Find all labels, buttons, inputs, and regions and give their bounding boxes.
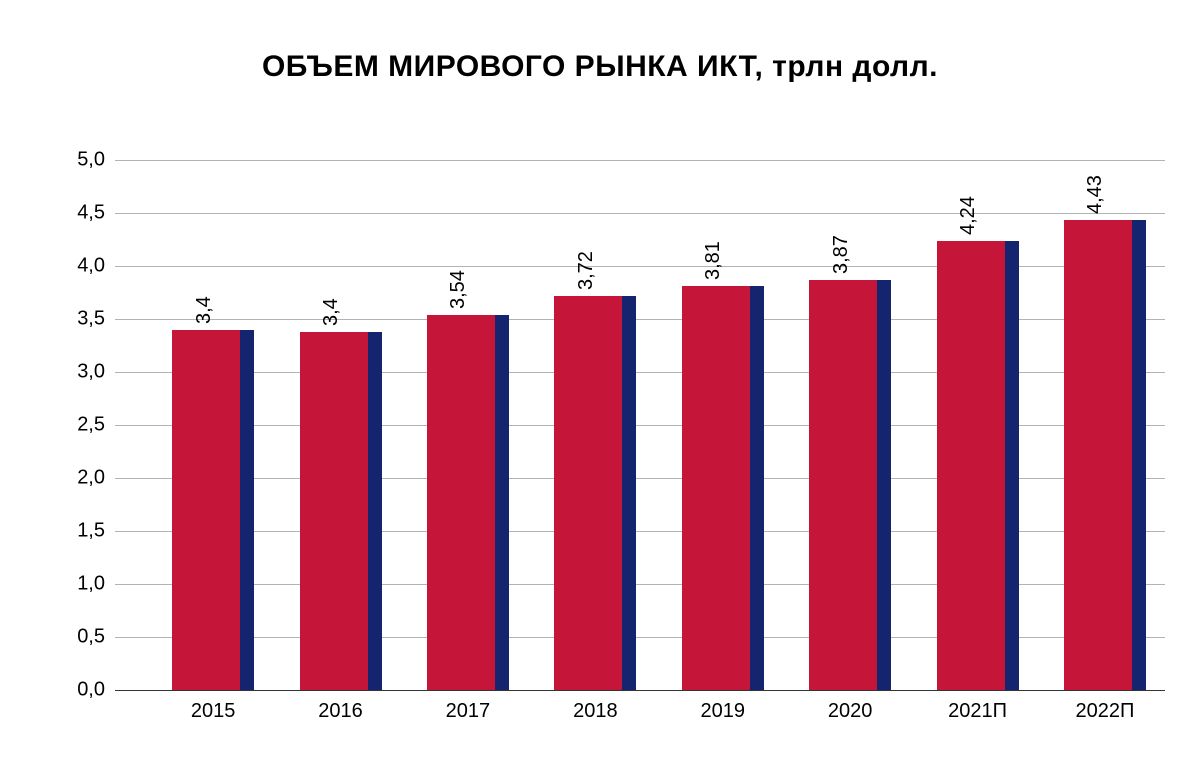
y-tick-label: 1,0 [77,573,105,596]
y-tick-label: 0,0 [77,679,105,702]
bar-value-label: 3,72 [575,251,598,292]
bar: 3,4 [172,330,254,690]
bar: 3,81 [682,286,764,690]
x-tick-label: 2019 [682,700,764,723]
y-tick-label: 5,0 [77,149,105,172]
y-tick-label: 3,0 [77,361,105,384]
y-tick-label: 4,5 [77,202,105,225]
chart-container: ОБЪЕМ МИРОВОГО РЫНКА ИКТ, трлн долл. 0,0… [0,0,1200,770]
y-tick-label: 2,0 [77,467,105,490]
bar-value-label: 3,81 [702,241,725,282]
bar-front [172,330,240,690]
x-tick-label: 2022П [1064,700,1146,723]
bar-front [937,241,1005,690]
bar: 3,72 [554,296,636,690]
bar-front [809,280,877,690]
bar-value-label: 3,4 [320,298,343,328]
x-tick-label: 2015 [172,700,254,723]
x-tick-label: 2020 [809,700,891,723]
bar-front [427,315,495,690]
bar-front [682,286,750,690]
bar-value-label: 4,43 [1084,175,1107,216]
x-tick-label: 2021П [937,700,1019,723]
bar: 3,4 [300,332,382,690]
plot-area: 0,00,51,01,52,02,53,03,54,04,55,03,42015… [115,160,1165,690]
bar: 3,54 [427,315,509,690]
y-tick-label: 4,0 [77,255,105,278]
bar-value-label: 3,4 [193,296,216,326]
y-tick-label: 0,5 [77,626,105,649]
y-tick-label: 2,5 [77,414,105,437]
baseline [115,690,1165,691]
bar: 3,87 [809,280,891,690]
bar-value-label: 4,24 [957,196,980,237]
bar-front [554,296,622,690]
gridline [115,213,1165,214]
x-tick-label: 2018 [554,700,636,723]
x-tick-label: 2017 [427,700,509,723]
bar-value-label: 3,54 [447,270,470,311]
bar: 4,24 [937,241,1019,690]
y-tick-label: 3,5 [77,308,105,331]
gridline [115,160,1165,161]
x-tick-label: 2016 [300,700,382,723]
bar-value-label: 3,87 [830,235,853,276]
bar-front [300,332,368,690]
bar-front [1064,220,1132,690]
chart-title: ОБЪЕМ МИРОВОГО РЫНКА ИКТ, трлн долл. [0,50,1200,84]
y-tick-label: 1,5 [77,520,105,543]
bar: 4,43 [1064,220,1146,690]
